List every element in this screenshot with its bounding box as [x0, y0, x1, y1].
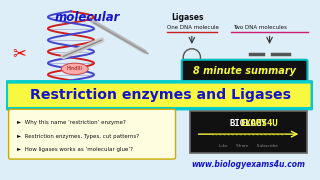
Ellipse shape: [61, 63, 88, 75]
Text: >>>>>>>>>>>>>>>>>>: >>>>>>>>>>>>>>>>>>: [211, 132, 285, 137]
Text: ►  Restriction enzymes, Types, cut patterns?: ► Restriction enzymes, Types, cut patter…: [17, 134, 140, 139]
Text: One DNA molecule: One DNA molecule: [167, 25, 219, 30]
Text: molecular: molecular: [55, 11, 120, 24]
FancyBboxPatch shape: [9, 109, 176, 159]
Text: HindIII: HindIII: [67, 66, 83, 71]
Text: Restriction enzymes and Ligases: Restriction enzymes and Ligases: [30, 88, 291, 102]
Text: Ligases: Ligases: [172, 13, 204, 22]
Bar: [190, 111, 307, 153]
Text: Like      Share      Subscribe: Like Share Subscribe: [219, 144, 278, 148]
Text: ►  Why this name ‘restriction’ enzyme?: ► Why this name ‘restriction’ enzyme?: [17, 120, 126, 125]
FancyBboxPatch shape: [6, 82, 312, 109]
Text: www.biologyexams4u.com: www.biologyexams4u.com: [191, 160, 306, 169]
Text: 8 minute summary: 8 minute summary: [193, 66, 296, 76]
Text: BIOLOGY: BIOLOGY: [230, 119, 267, 128]
Text: Two DNA molecules: Two DNA molecules: [233, 25, 287, 30]
Text: ►  How ligases works as ‘molecular glue’?: ► How ligases works as ‘molecular glue’?: [17, 147, 133, 152]
Text: EXAMS4U: EXAMS4U: [240, 119, 278, 128]
Text: ✂: ✂: [12, 44, 26, 62]
FancyBboxPatch shape: [182, 60, 308, 82]
